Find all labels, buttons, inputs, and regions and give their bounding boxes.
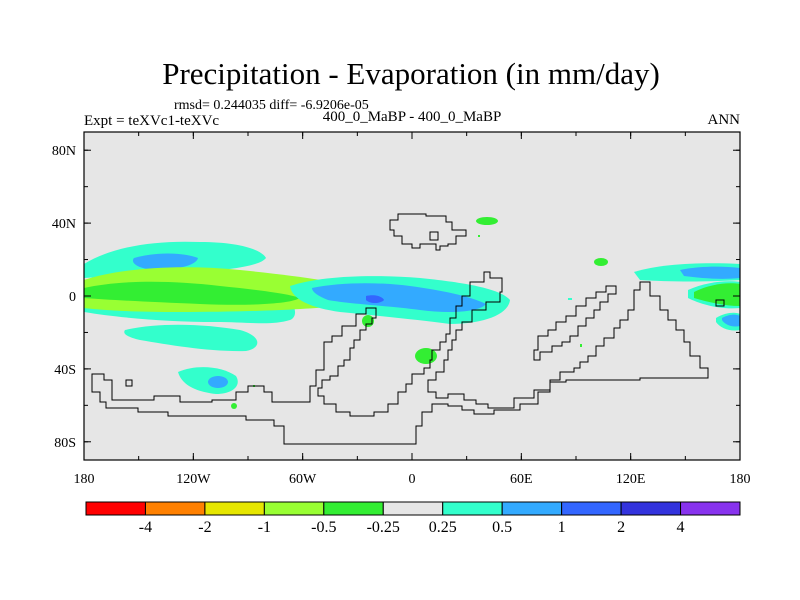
case-label: 400_0_MaBP - 400_0_MaBP [323,109,502,125]
colorbar-label: -2 [198,519,211,536]
colorbar-swatch [263,501,325,516]
stats-label: rmsd= 0.244035 diff= -6.9206e-05 [174,98,369,113]
contour-fill-negative [84,281,300,305]
continent-outline-pacific-island [715,299,725,307]
colorbar-swatch [680,501,741,516]
map-plot: 180 120W 60W 0 60E 120E 180 80N 40N 0 40S 80S [52,131,751,487]
colorbar-label: 1 [558,519,566,536]
contour-fill-negative [694,283,740,306]
contour-fill-moderate [312,283,486,312]
contour-fill-positive [124,324,258,352]
continent-outlines [91,213,725,445]
contour-fill-negative [476,217,498,225]
x-tick-label: 120W [176,472,211,487]
colorbar-label: -0.25 [367,519,400,536]
contour-fill-negative [594,258,608,266]
colorbar-label: 0.25 [429,519,457,536]
contour-fills [84,217,740,409]
colorbar-swatch [620,501,682,516]
colorbar-label: 4 [677,519,685,536]
colorbar-label: -4 [139,519,152,536]
colorbar-swatch [382,501,444,516]
season-label: ANN [708,112,741,128]
colorbar-label: -0.5 [311,519,336,536]
y-tick-label: 80S [54,436,76,451]
experiment-label: Expt = teXVc1-teXVc [84,113,219,129]
contour-fill-positive [178,367,238,394]
colorbar: -4 -2 -1 -0.5 -0.25 0.25 0.5 1 2 4 [85,501,741,536]
contour-fill-moderate [132,253,198,270]
contour-fill-speck [568,298,572,300]
contour-fill-speck [580,344,582,347]
continent-outline-east [533,285,617,361]
colorbar-swatch [144,501,206,516]
y-tick-label: 40N [52,217,76,232]
continent-outline-small-island [125,379,133,387]
colorbar-swatch [442,501,503,516]
y-tick-label: 40S [54,363,76,378]
y-tick-label: 0 [69,290,76,305]
contour-fill-moderate [208,376,228,388]
colorbar-swatch [561,501,622,516]
contour-fill-strong [366,295,384,303]
x-tick-label: 60W [289,472,317,487]
continent-outline-north [389,213,467,251]
chart-title: Precipitation - Evaporation (in mm/day) [162,56,660,91]
contour-fill-moderate [680,266,740,279]
colorbar-label: 2 [617,519,625,536]
x-tick-label: 60E [510,472,533,487]
y-tick-label: 80N [52,144,76,159]
x-tick-label: 120E [616,472,646,487]
colorbar-swatch [204,501,265,516]
colorbar-swatch [323,501,384,516]
x-axis: 180 120W 60W 0 60E 120E 180 [74,132,751,487]
contour-fill-speck [478,235,480,237]
x-tick-label: 180 [730,472,751,487]
colorbar-swatch [501,501,563,516]
y-axis: 80N 40N 0 40S 80S [52,144,740,451]
colorbar-label: -1 [258,519,271,536]
x-tick-label: 0 [409,472,416,487]
continent-outline-north-detail [429,231,439,241]
x-tick-label: 180 [74,472,95,487]
contour-fill-moderate [722,314,740,327]
colorbar-swatch [85,501,146,516]
contour-fill-negative [231,403,237,409]
continent-outline-gondwana [91,271,709,445]
colorbar-label: 0.5 [492,519,512,536]
map-frame [83,131,741,461]
